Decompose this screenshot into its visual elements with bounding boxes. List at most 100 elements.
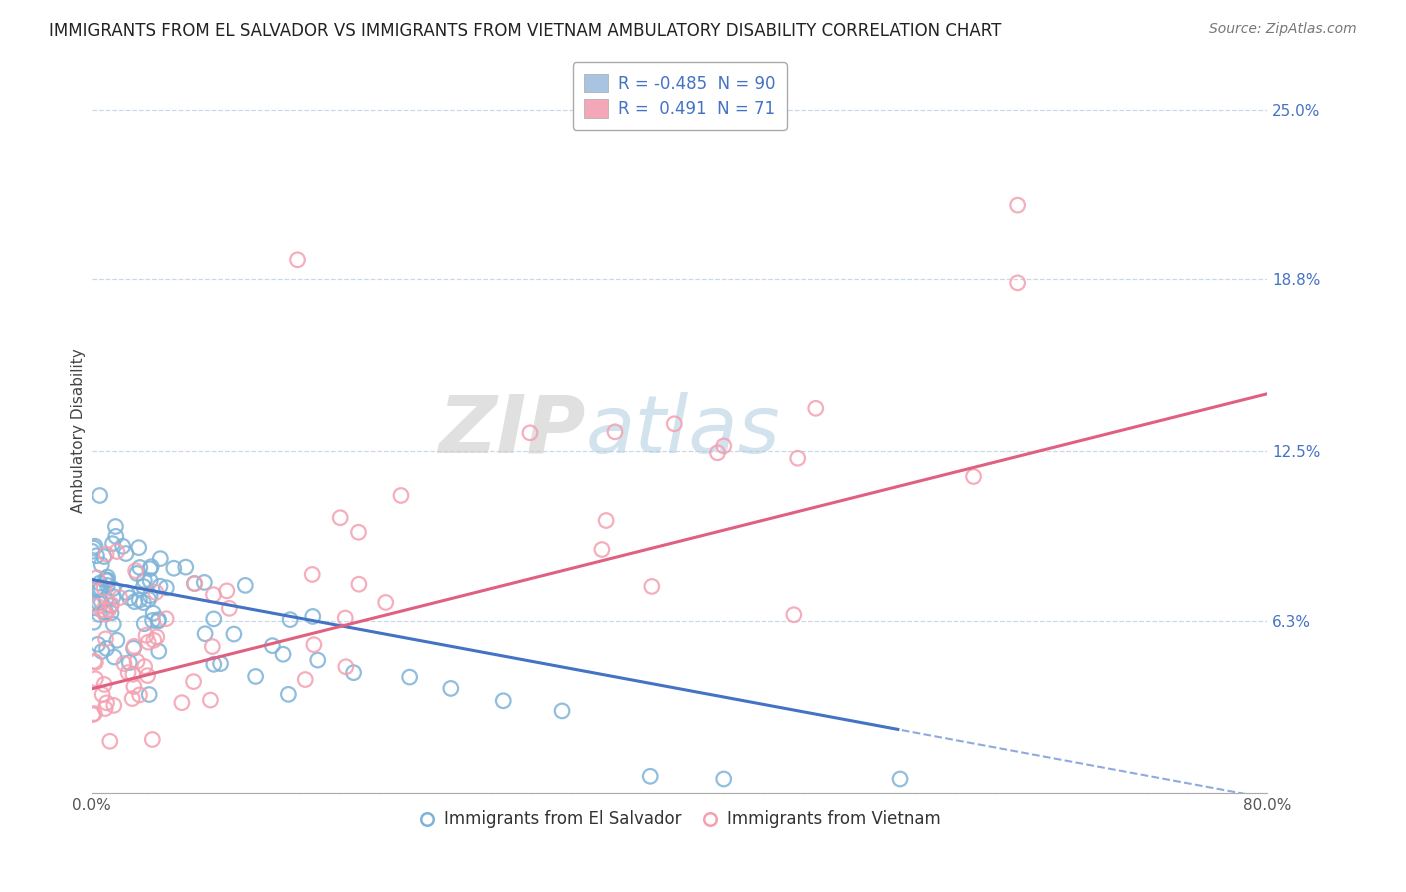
Text: atlas: atlas (585, 392, 780, 469)
Point (664, 417, 686, 431)
Point (135, 628, 157, 642)
Point (101, 536, 124, 550)
Y-axis label: Ambulatory Disability: Ambulatory Disability (72, 348, 86, 513)
Point (87, 637, 110, 651)
Point (278, 613, 301, 627)
Point (83, 654, 105, 668)
Point (138, 592, 160, 607)
Point (149, 551, 172, 566)
Point (134, 574, 156, 588)
Point (194, 626, 217, 640)
Point (638, 769, 661, 783)
Point (86, 571, 108, 585)
Point (118, 591, 141, 605)
Point (302, 638, 325, 652)
Point (134, 659, 156, 673)
Point (262, 639, 284, 653)
Point (786, 451, 808, 466)
Point (117, 665, 139, 680)
Point (329, 510, 352, 524)
Point (149, 579, 172, 593)
Point (713, 439, 735, 453)
Point (202, 588, 225, 602)
Point (335, 611, 357, 625)
Point (104, 529, 127, 543)
Point (86, 581, 108, 595)
Point (128, 688, 150, 702)
Point (193, 575, 215, 590)
Point (218, 601, 240, 615)
Point (103, 617, 125, 632)
Point (706, 446, 728, 460)
Point (519, 425, 541, 440)
Point (84, 656, 107, 670)
Point (142, 633, 165, 648)
Point (108, 591, 131, 605)
Point (440, 681, 463, 696)
Point (122, 667, 145, 681)
Point (222, 627, 245, 641)
Point (202, 612, 225, 626)
Point (90, 644, 112, 658)
Point (101, 582, 124, 596)
Point (83, 706, 105, 721)
Point (170, 696, 193, 710)
Point (215, 583, 238, 598)
Point (307, 653, 329, 667)
Point (96, 570, 118, 584)
Point (277, 687, 299, 701)
Point (335, 659, 357, 673)
Point (100, 599, 122, 613)
Point (90, 582, 112, 596)
Point (128, 560, 150, 574)
Point (124, 594, 146, 608)
Point (233, 578, 256, 592)
Point (342, 665, 364, 680)
Point (132, 580, 155, 594)
Point (804, 401, 827, 416)
Point (87, 596, 110, 610)
Point (301, 567, 323, 582)
Point (136, 668, 159, 682)
Point (103, 698, 125, 713)
Point (551, 704, 574, 718)
Text: ZIP: ZIP (439, 392, 585, 469)
Point (142, 606, 165, 620)
Point (82, 707, 104, 722)
Point (134, 616, 156, 631)
Point (141, 614, 163, 628)
Point (389, 488, 412, 502)
Point (174, 560, 197, 574)
Point (347, 577, 370, 591)
Point (245, 669, 267, 683)
Point (91, 688, 114, 702)
Point (94, 701, 117, 715)
Text: IMMIGRANTS FROM EL SALVADOR VS IMMIGRANTS FROM VIETNAM AMBULATORY DISABILITY COR: IMMIGRANTS FROM EL SALVADOR VS IMMIGRANT… (49, 22, 1001, 40)
Point (97, 602, 120, 616)
Point (1007, 276, 1029, 290)
Point (347, 525, 370, 540)
Point (200, 693, 222, 707)
Point (90, 558, 112, 572)
Point (641, 579, 664, 593)
Point (122, 680, 145, 694)
Point (96, 578, 118, 592)
Point (94, 632, 117, 646)
Point (713, 772, 735, 786)
Point (93, 581, 115, 595)
Point (115, 547, 138, 561)
Point (146, 630, 169, 644)
Point (301, 609, 323, 624)
Point (96, 573, 118, 587)
Point (287, 252, 309, 267)
Point (121, 691, 143, 706)
Point (398, 670, 420, 684)
Point (155, 581, 177, 595)
Point (93, 549, 115, 564)
Point (128, 593, 150, 607)
Point (603, 425, 626, 439)
Point (122, 641, 145, 656)
Point (82, 596, 104, 610)
Point (104, 519, 127, 533)
Point (595, 514, 617, 528)
